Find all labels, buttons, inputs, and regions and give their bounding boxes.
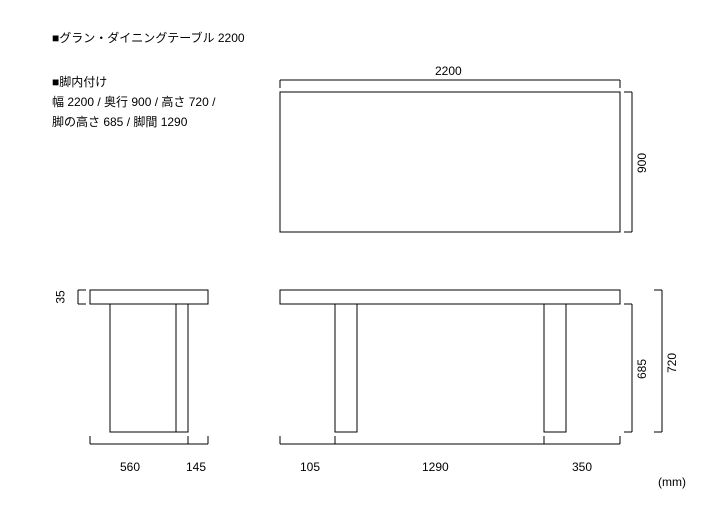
drawing-svg <box>0 0 720 514</box>
side-view-leg2 <box>544 304 566 432</box>
dim-side-350-bracket <box>544 436 620 444</box>
dim-685-bracket <box>624 304 632 432</box>
dim-720-bracket <box>654 290 662 432</box>
side-view-leg1 <box>335 304 357 432</box>
dim-end-145-bracket <box>188 436 208 444</box>
dim-side-1290-bracket <box>335 436 544 444</box>
side-view-top <box>280 290 620 304</box>
dim-end-560-bracket <box>90 436 188 444</box>
dim-top-width-bracket <box>280 80 620 88</box>
dim-side-105-bracket <box>280 436 335 444</box>
top-view-rect <box>280 92 620 232</box>
end-view-top <box>90 290 208 304</box>
dim-top-depth-bracket <box>624 92 632 232</box>
dim-thickness-bracket <box>78 290 86 304</box>
